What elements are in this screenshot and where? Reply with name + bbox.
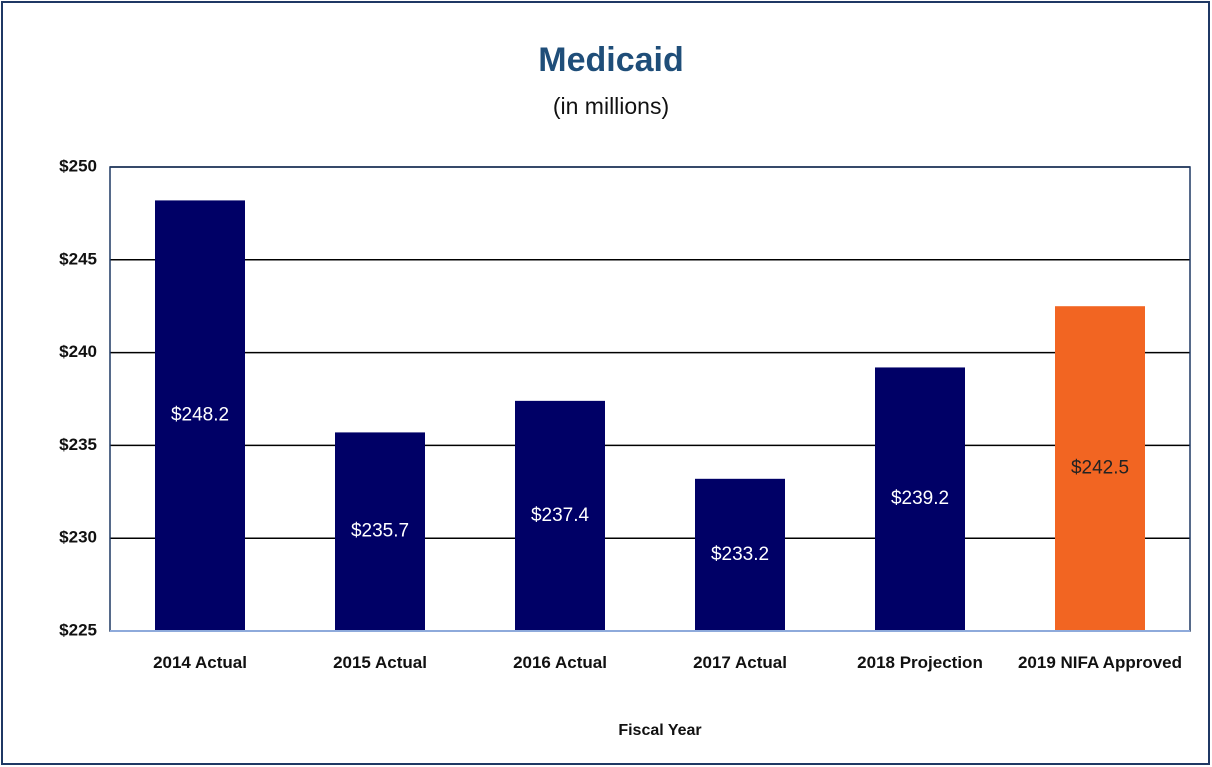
y-tick-label: $250 xyxy=(59,156,97,175)
data-label: $235.7 xyxy=(351,521,409,542)
x-tick-label: 2019 NIFA Approved xyxy=(1017,653,1183,672)
x-tick-label: 2018 Projection xyxy=(857,653,983,672)
data-label: $242.5 xyxy=(1071,458,1129,479)
data-label: $233.2 xyxy=(711,544,769,565)
x-tick-label: 2016 Actual xyxy=(513,653,607,672)
bar xyxy=(695,478,785,631)
bar xyxy=(1055,306,1145,631)
bar xyxy=(875,367,965,631)
x-tick-label: 2014 Actual xyxy=(153,653,247,672)
y-tick-label: $235 xyxy=(59,435,97,454)
bar xyxy=(515,400,605,631)
y-tick-label: $225 xyxy=(59,620,97,639)
data-label: $237.4 xyxy=(531,505,590,526)
bar xyxy=(335,432,425,631)
x-tick-label: 2017 Actual xyxy=(693,653,787,672)
y-tick-label: $230 xyxy=(59,528,97,547)
y-tick-label: $245 xyxy=(59,249,97,268)
data-label: $248.2 xyxy=(171,405,229,426)
plot-border xyxy=(109,166,1191,632)
data-label: $239.2 xyxy=(891,488,949,509)
chart-subtitle: (in millions) xyxy=(553,93,669,119)
y-tick-label: $240 xyxy=(59,342,97,361)
x-tick-label: 2015 Actual xyxy=(333,653,427,672)
x-axis-label: Fiscal Year xyxy=(618,722,701,739)
bar xyxy=(155,200,245,631)
chart-title: Medicaid xyxy=(538,41,683,79)
